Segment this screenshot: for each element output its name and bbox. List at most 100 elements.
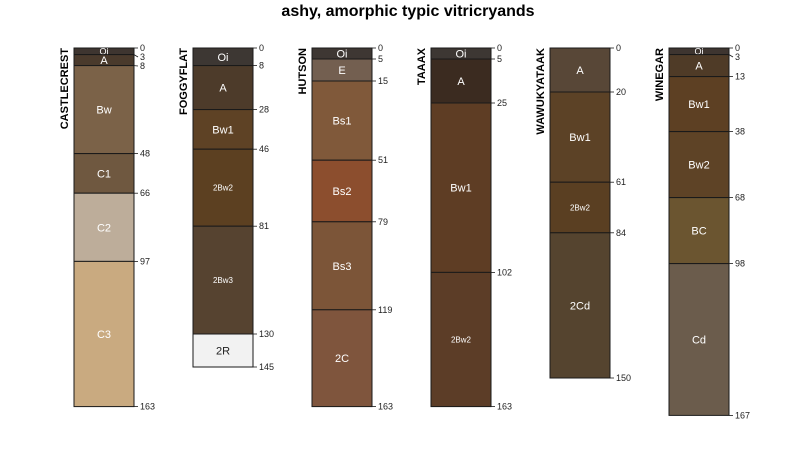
depth-label: 167 xyxy=(735,410,750,420)
horizon-label: E xyxy=(338,65,345,77)
depth-label: 81 xyxy=(259,221,269,231)
depth-label: 0 xyxy=(378,43,383,53)
depth-label: 145 xyxy=(259,362,274,372)
horizon-bs1 xyxy=(311,80,373,161)
diagram-title: ashy, amorphic typic vitricryands xyxy=(281,3,534,20)
profile-name: WAWUKYATAAK xyxy=(535,48,547,135)
horizon-label: Cd xyxy=(692,334,706,346)
horizon-a xyxy=(430,58,492,104)
depth-label: 25 xyxy=(497,98,507,108)
horizon-2cd xyxy=(549,232,611,379)
horizon-label: 2Bw3 xyxy=(213,276,234,285)
depth-label: 98 xyxy=(735,259,745,269)
horizon-label: Bs2 xyxy=(333,186,352,198)
depth-label: 28 xyxy=(259,105,269,115)
horizon-bw1 xyxy=(549,91,611,183)
depth-label: 13 xyxy=(735,72,745,82)
depth-label: 79 xyxy=(378,217,388,227)
horizon-2bw2 xyxy=(192,148,254,227)
depth-label: 68 xyxy=(735,193,745,203)
profile-name: WINEGAR xyxy=(654,48,666,101)
horizon-label: Bw1 xyxy=(569,132,590,144)
horizon-label: 2Bw2 xyxy=(570,203,591,212)
depth-label: 0 xyxy=(616,43,621,53)
horizon-label: Bw xyxy=(96,105,111,117)
depth-label: 130 xyxy=(259,329,274,339)
horizon-label: 2C xyxy=(335,353,349,365)
depth-label: 163 xyxy=(378,402,393,412)
profile-name: TAAAX xyxy=(416,47,428,85)
depth-label: 3 xyxy=(735,52,740,62)
soil-profile-wawukyataak: WAWUKYATAAK A Bw1 2Bw2 2Cd 0 20 61 84 150 xyxy=(535,43,631,383)
depth-label: 84 xyxy=(616,228,626,238)
horizon-label: Oi xyxy=(100,47,109,57)
profile-name: CASTLECREST xyxy=(59,48,71,130)
horizon-bw xyxy=(73,65,135,155)
depth-label: 97 xyxy=(140,256,150,266)
horizon-label: A xyxy=(576,65,584,77)
depth-label: 0 xyxy=(497,43,502,53)
horizon-2r xyxy=(192,333,254,368)
soil-profile-winegar: WINEGAR Oi A Bw1 Bw2 BC Cd 03 13 38 68 98 167 xyxy=(654,43,750,420)
horizon-label: Oi xyxy=(456,48,467,60)
horizon-label: 2Bw2 xyxy=(213,184,234,193)
horizon-a xyxy=(192,65,254,111)
depth-label: 15 xyxy=(378,76,388,86)
depth-label: 38 xyxy=(735,127,745,137)
horizon-label: Oi xyxy=(695,47,704,57)
horizon-label: Bs1 xyxy=(333,116,352,128)
horizon-2bw3 xyxy=(192,225,254,335)
depth-label: 163 xyxy=(497,402,512,412)
horizon-label: A xyxy=(219,83,227,95)
horizon-label: Bw2 xyxy=(688,160,709,172)
soil-profile-taaax: TAAAX Oi A Bw1 2Bw2 05 25 102 163 xyxy=(416,43,512,412)
horizon-label: C3 xyxy=(97,329,111,341)
depth-label: 150 xyxy=(616,373,631,383)
horizon-bw1 xyxy=(668,76,730,133)
horizon-bc xyxy=(668,197,730,265)
depth-tick xyxy=(133,54,139,58)
horizon-label: C1 xyxy=(97,168,111,180)
depth-label: 5 xyxy=(497,54,502,64)
depth-label: 0 xyxy=(259,43,264,53)
depth-label: 3 xyxy=(140,52,145,62)
horizon-label: Bw1 xyxy=(688,99,709,111)
horizon-label: A xyxy=(457,76,465,88)
horizon-label: Bs3 xyxy=(333,261,352,273)
depth-label: 0 xyxy=(140,43,145,53)
horizon-a xyxy=(549,47,611,93)
horizon-bw1 xyxy=(430,102,492,273)
depth-label: 51 xyxy=(378,155,388,165)
horizon-label: 2R xyxy=(216,345,230,357)
depth-label: 163 xyxy=(140,402,155,412)
depth-tick xyxy=(728,54,734,58)
horizon-label: Bw1 xyxy=(450,183,471,195)
depth-label: 119 xyxy=(378,305,392,315)
depth-label: 20 xyxy=(616,87,626,97)
horizon-label: BC xyxy=(691,226,706,238)
horizon-label: 2Cd xyxy=(570,300,590,312)
profile-name: HUTSON xyxy=(297,48,309,95)
depth-label: 61 xyxy=(616,177,626,187)
horizon-bw2 xyxy=(668,131,730,199)
horizon-bw1 xyxy=(192,109,254,150)
depth-label: 8 xyxy=(140,61,145,71)
horizon-2bw2 xyxy=(549,181,611,234)
horizon-label: Bw1 xyxy=(212,124,233,136)
horizon-2bw2 xyxy=(430,271,492,408)
horizon-label: 2Bw2 xyxy=(451,335,472,344)
horizon-cd xyxy=(668,263,730,416)
horizon-c3 xyxy=(73,260,135,408)
depth-label: 8 xyxy=(259,61,264,71)
depth-label: 5 xyxy=(378,54,383,64)
horizon-2c xyxy=(311,309,373,408)
soil-profile-castlecrest: CASTLECREST OiA Bw C1 C2 C3 038 48 66 97 163 xyxy=(59,43,155,412)
horizon-bs3 xyxy=(311,221,373,311)
horizon-label: C2 xyxy=(97,222,111,234)
soil-profile-hutson: HUTSON Oi E Bs1 Bs2 Bs3 2C 05 15 51 79 119 163 xyxy=(297,43,393,412)
profile-name: FOGGYFLAT xyxy=(178,48,190,115)
depth-label: 66 xyxy=(140,188,150,198)
depth-label: 46 xyxy=(259,144,269,154)
depth-label: 102 xyxy=(497,267,512,277)
